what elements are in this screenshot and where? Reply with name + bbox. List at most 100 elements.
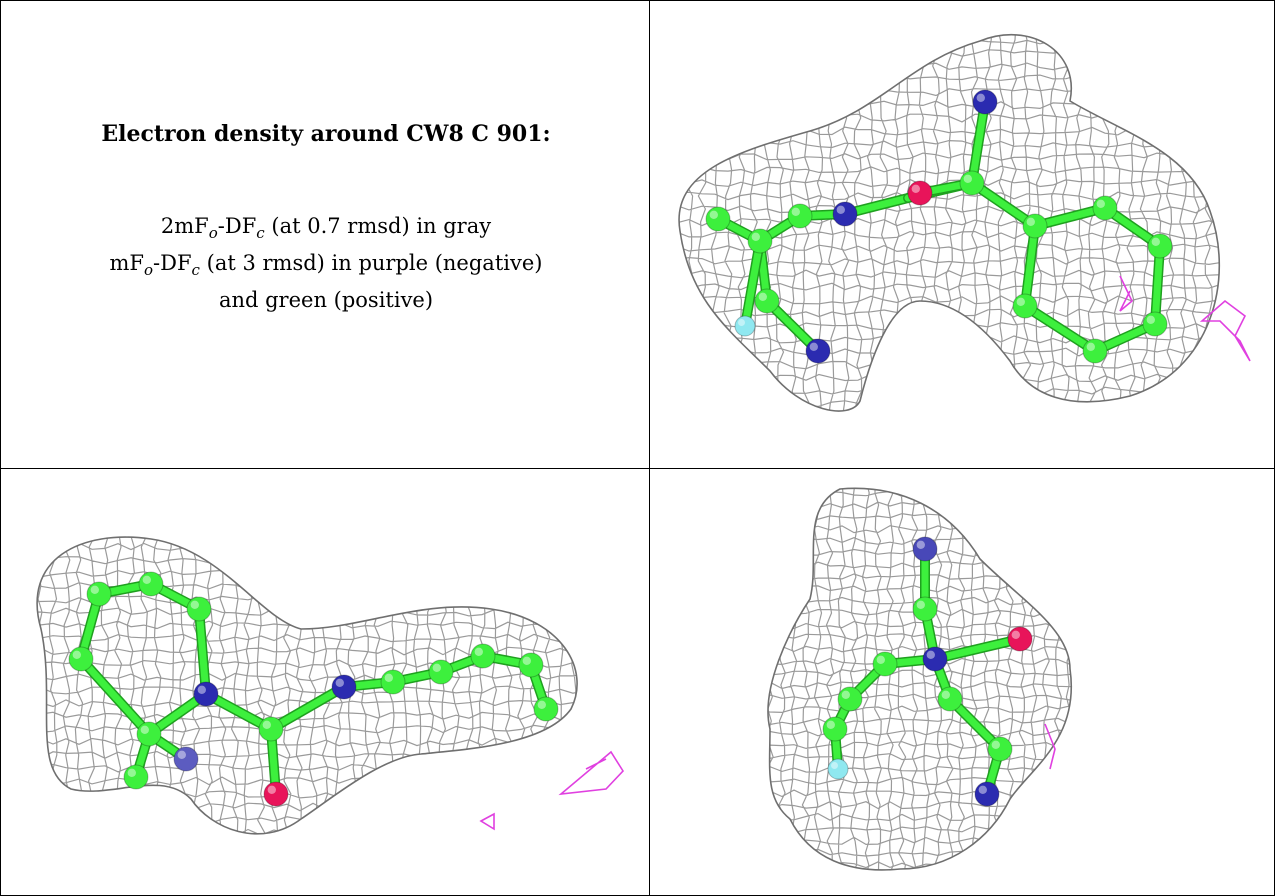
table-center-border	[649, 0, 650, 896]
carbon-atom-shine	[1146, 315, 1155, 324]
bond-highlight	[741, 237, 764, 330]
bond-highlight	[968, 179, 1039, 230]
carbon-atom	[258, 716, 284, 742]
negative-density-peak	[479, 750, 625, 831]
carbon-atom	[747, 228, 773, 254]
carbon-atom	[136, 721, 162, 747]
carbon-atom	[937, 686, 963, 712]
figure-title: Electron density around CW8 C 901:	[101, 121, 551, 147]
oxygen-atom	[263, 781, 289, 807]
nitrogen-atom	[974, 781, 1000, 807]
legend-line-positive: and green (positive)	[218, 288, 434, 313]
carbon-atom-shine	[941, 690, 950, 699]
bond-highlight	[195, 605, 210, 698]
carbon-atom	[533, 696, 559, 722]
nitrogen-atom	[972, 89, 998, 115]
carbon-atom-shine	[72, 650, 82, 659]
carbon-atom	[1082, 338, 1108, 364]
table-top-border	[0, 0, 1275, 1]
bond-highlight	[1021, 222, 1039, 310]
carbon-atom	[1092, 195, 1118, 221]
carbon-atom-shine	[140, 725, 149, 734]
electron-density-mesh	[768, 488, 1072, 870]
density-contour	[678, 33, 1221, 412]
carbon-atom	[186, 596, 212, 622]
nitrogen-atom-shine	[978, 785, 987, 794]
carbon-atom-shine	[751, 232, 760, 241]
fluorine-atom-shine	[831, 762, 838, 769]
carbon-atom	[787, 203, 813, 229]
density-view-1	[650, 1, 1274, 468]
carbon-atom	[68, 646, 94, 672]
carbon-atom	[1012, 293, 1038, 319]
carbon-atom	[138, 571, 164, 597]
nitrogen-atom-shine	[916, 540, 925, 549]
carbon-atom-shine	[1026, 217, 1035, 226]
carbon-atom	[705, 206, 731, 232]
carbon-atom	[837, 686, 863, 712]
carbon-atom	[1022, 213, 1048, 239]
fluorine-atom	[827, 758, 849, 780]
fluorine-atom	[734, 315, 756, 337]
carbon-atom	[754, 288, 780, 314]
carbon-atom-shine	[791, 207, 800, 216]
density-map-view-2	[36, 536, 625, 835]
density-map-view-3	[767, 487, 1073, 871]
legend-cell: Electron density around CW8 C 901: 2mFo-…	[1, 1, 649, 468]
oxygen-atom	[907, 180, 933, 206]
carbon-atom	[1142, 311, 1168, 337]
bond-highlight	[77, 655, 153, 738]
negative-density-peak	[1119, 275, 1251, 362]
carbon-atom-shine	[1096, 199, 1105, 208]
nitrogen-atom-shine	[177, 750, 186, 759]
carbon-atom-shine	[127, 768, 136, 777]
negative-density-peak	[1044, 723, 1056, 770]
nitrogen-atom	[832, 201, 858, 227]
carbon-atom	[1147, 233, 1173, 259]
nitrogen-atom-shine	[976, 93, 985, 103]
carbon-atom	[123, 764, 149, 790]
density-view-3	[650, 469, 1274, 895]
fluorine-atom-shine	[738, 319, 745, 326]
carbon-atom	[470, 643, 496, 669]
carbon-atom-shine	[262, 720, 271, 729]
oxygen-atom-shine	[1011, 630, 1020, 639]
carbon-atom	[987, 736, 1013, 762]
bond-highlight	[1031, 204, 1109, 230]
bond-highlight	[267, 683, 348, 733]
carbon-atom-shine	[758, 292, 767, 301]
bond-highlight	[931, 635, 1024, 663]
carbon-atom-shine	[1086, 342, 1095, 351]
carbon-atom	[872, 651, 898, 677]
bond-highlight	[1151, 242, 1164, 328]
nitrogen-atom	[173, 746, 199, 772]
carbon-atom-shine	[826, 720, 835, 729]
legend-line-fo-fc: mFo-DFc (at 3 rmsd) in purple (negative)	[109, 251, 543, 280]
nitrogen-atom-shine	[836, 205, 845, 214]
carbon-atom-shine	[709, 210, 718, 219]
carbon-atom	[380, 669, 406, 695]
density-contour	[767, 487, 1073, 871]
carbon-atom-shine	[90, 585, 100, 594]
density-map-view-1	[678, 33, 1251, 412]
carbon-atom-shine	[1016, 297, 1025, 306]
carbon-atom-shine	[142, 575, 151, 584]
carbon-atom-shine	[916, 600, 925, 609]
carbon-atom-shine	[522, 656, 531, 665]
carbon-atom-shine	[384, 673, 393, 682]
carbon-atom-shine	[991, 740, 1000, 749]
nitrogen-atom	[912, 536, 938, 562]
bond-highlight	[202, 690, 275, 733]
nitrogen-atom-shine	[926, 650, 935, 659]
nitrogen-atom	[331, 674, 357, 700]
nitrogen-atom	[193, 681, 219, 707]
nitrogen-atom-shine	[809, 342, 818, 351]
carbon-atom-shine	[841, 690, 850, 699]
oxygen-atom-shine	[267, 785, 276, 794]
nitrogen-atom	[922, 646, 948, 672]
carbon-atom-shine	[190, 600, 199, 609]
table-middle-border	[0, 468, 1275, 469]
oxygen-atom	[1007, 626, 1033, 652]
density-legend: 2mFo-DFc (at 0.7 rmsd) in gray mFo-DFc (…	[1, 211, 649, 315]
